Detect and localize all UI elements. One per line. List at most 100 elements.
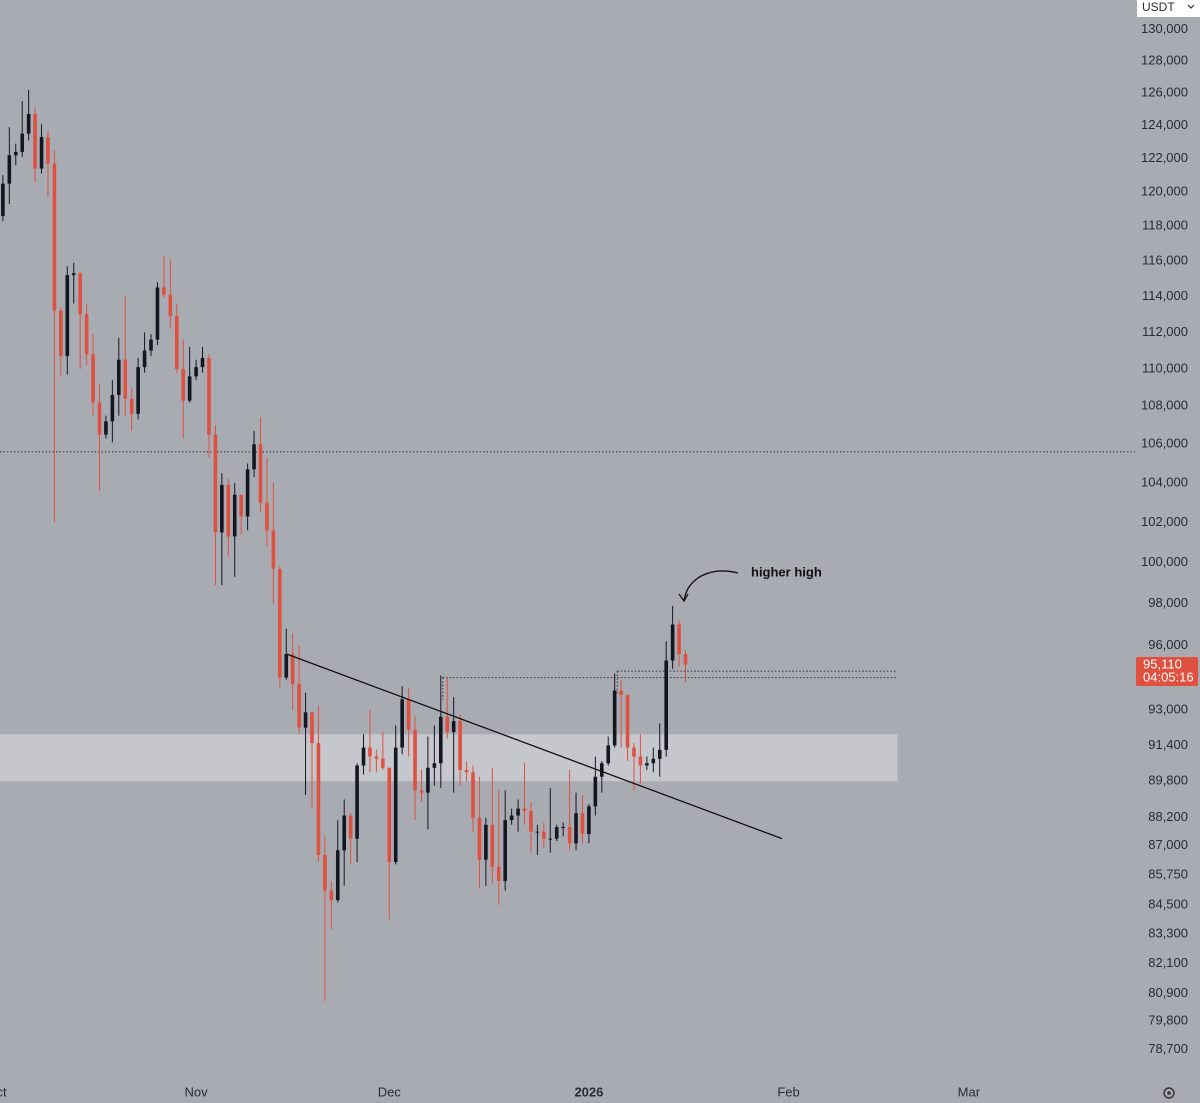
candle-body xyxy=(580,813,585,834)
candle-body xyxy=(194,367,198,377)
y-tick-label: 98,000 xyxy=(1148,595,1188,610)
y-tick-label: 128,000 xyxy=(1141,52,1188,67)
candle-body xyxy=(348,815,353,839)
y-tick-label: 82,100 xyxy=(1148,955,1188,970)
candle-body xyxy=(381,758,385,768)
candle-body xyxy=(503,820,507,881)
y-tick-label: 110,000 xyxy=(1142,360,1188,375)
candle-body xyxy=(129,398,134,414)
y-tick-label: 114,000 xyxy=(1142,288,1188,303)
trendline xyxy=(286,653,783,840)
candle-body xyxy=(612,690,617,746)
candle-body xyxy=(413,729,417,791)
candle-body xyxy=(496,866,501,881)
y-tick-label: 116,000 xyxy=(1142,252,1188,267)
candle-body xyxy=(1,183,5,216)
currency-box[interactable] xyxy=(1137,0,1200,17)
currency-chevron xyxy=(1187,4,1195,9)
candle-body xyxy=(200,357,205,368)
candle-body xyxy=(232,494,237,537)
candle-body xyxy=(13,151,18,156)
y-tick-label: 112,000 xyxy=(1142,324,1188,339)
candle-body xyxy=(567,827,572,844)
candle-body xyxy=(335,850,340,901)
candle-body xyxy=(683,654,688,665)
candle-body xyxy=(561,827,565,829)
candle-body xyxy=(522,808,527,811)
candle-body xyxy=(187,376,192,401)
last-price: 95,110 xyxy=(1143,656,1182,671)
candle-body xyxy=(438,716,443,764)
candle-body xyxy=(39,137,44,169)
candle-body xyxy=(451,721,456,733)
settings-icon[interactable] xyxy=(1163,1087,1175,1099)
y-tick-label: 100,000 xyxy=(1141,554,1188,569)
candle-body xyxy=(168,294,173,317)
candle-body xyxy=(445,716,450,733)
candle-body xyxy=(406,699,411,730)
settings-icon-ring[interactable] xyxy=(1163,1087,1175,1099)
y-tick-label: 79,800 xyxy=(1148,1013,1188,1028)
candle-body xyxy=(599,763,604,777)
candle-body xyxy=(400,699,404,748)
candle-body xyxy=(632,747,636,757)
candle-body xyxy=(419,790,424,793)
candle-body xyxy=(149,339,153,351)
candle-body xyxy=(136,367,140,414)
x-tick-label: Oct xyxy=(0,1084,7,1099)
candle-body xyxy=(65,275,70,357)
y-tick-label: 124,000 xyxy=(1141,117,1188,132)
candle-body xyxy=(59,310,63,357)
candle-body xyxy=(290,654,295,685)
y-tick-label: 104,000 xyxy=(1141,474,1188,489)
candle-body xyxy=(46,137,50,164)
candle-body xyxy=(574,813,578,844)
candle-body xyxy=(20,133,25,152)
annotation-arrowhead xyxy=(678,593,689,603)
candle-body xyxy=(387,767,392,863)
candle-body xyxy=(490,824,495,867)
y-tick-label: 106,000 xyxy=(1141,436,1188,451)
candle-body xyxy=(91,354,95,403)
candle-body xyxy=(329,890,334,901)
candle-body xyxy=(342,815,347,851)
settings-icon-dot[interactable] xyxy=(1167,1091,1171,1095)
y-tick-label: 85,750 xyxy=(1148,866,1188,881)
candle-body xyxy=(142,350,147,368)
currency[interactable]: USDT xyxy=(1142,0,1175,14)
candle-body xyxy=(542,831,546,839)
candle-body xyxy=(271,530,276,569)
candle-body xyxy=(207,357,211,435)
candle-body xyxy=(26,114,31,134)
candle-body xyxy=(464,769,469,773)
x-tick-label: Nov xyxy=(185,1084,209,1099)
y-tick-label: 87,000 xyxy=(1148,837,1188,852)
candle-body xyxy=(606,745,611,764)
y-tick-label: 80,900 xyxy=(1148,985,1188,1000)
candle-body xyxy=(174,316,179,369)
candle-body xyxy=(278,568,282,678)
candle-body xyxy=(84,314,89,355)
candle-body xyxy=(426,767,430,793)
candle-body xyxy=(509,815,514,821)
candle-body xyxy=(213,434,218,533)
candle-body xyxy=(535,831,540,833)
candle-body xyxy=(361,747,366,766)
candle-body xyxy=(677,624,681,655)
price-label-box xyxy=(1136,657,1198,686)
candle-body xyxy=(477,817,482,860)
y-tick-label: 130,000 xyxy=(1141,21,1188,36)
candle-body xyxy=(310,712,314,744)
axes: 130,000 128,000 126,000 124,000 122,000 120,0… xyxy=(0,21,1188,1100)
y-tick-label: 102,000 xyxy=(1141,514,1188,529)
y-tick-label: 120,000 xyxy=(1141,184,1188,199)
candle-body xyxy=(670,624,675,661)
candle-body xyxy=(252,444,256,470)
candle-body xyxy=(548,838,553,840)
candle-body xyxy=(78,273,82,315)
y-tick-label: 108,000 xyxy=(1141,398,1188,413)
candle-body xyxy=(355,765,359,839)
candle-body xyxy=(316,743,321,856)
